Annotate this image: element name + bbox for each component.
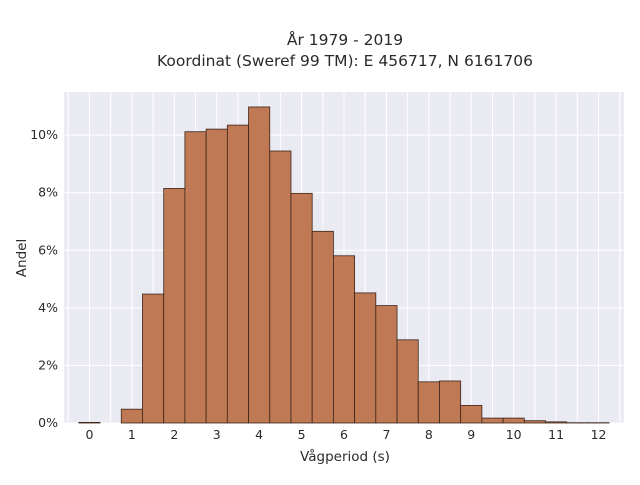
histogram-bar <box>291 193 312 423</box>
y-tick-label: 2% <box>38 357 58 372</box>
chart-title: År 1979 - 2019 <box>287 30 403 49</box>
y-tick-label: 6% <box>38 242 58 257</box>
histogram-bar <box>249 107 270 423</box>
x-tick-label: 5 <box>298 427 306 442</box>
histogram-bar <box>185 132 206 423</box>
histogram-bar <box>418 382 439 423</box>
histogram-bar <box>270 151 291 423</box>
histogram-bar <box>164 188 185 423</box>
y-axis-label: Andel <box>14 239 30 277</box>
histogram-bar <box>142 294 163 423</box>
x-tick-label: 4 <box>255 427 263 442</box>
histogram-bar <box>121 409 142 423</box>
y-tick-label: 8% <box>38 185 58 200</box>
histogram-bar <box>227 125 248 423</box>
histogram-bar <box>524 421 545 423</box>
histogram-bar <box>546 422 567 423</box>
x-tick-label: 7 <box>382 427 390 442</box>
histogram-bar <box>206 129 227 423</box>
x-tick-label: 10 <box>506 427 522 442</box>
x-axis-label: Vågperiod (s) <box>300 448 390 465</box>
histogram-bar <box>79 422 100 423</box>
x-tick-label: 9 <box>467 427 475 442</box>
histogram-bar <box>503 418 524 423</box>
y-tick-label: 4% <box>38 300 58 315</box>
x-tick-label: 1 <box>128 427 136 442</box>
x-tick-label: 8 <box>425 427 433 442</box>
chart-subtitle: Koordinat (Sweref 99 TM): E 456717, N 61… <box>157 52 533 70</box>
x-tick-label: 2 <box>170 427 178 442</box>
y-tick-label: 10% <box>30 127 58 142</box>
x-tick-label: 0 <box>85 427 93 442</box>
x-tick-label: 12 <box>591 427 607 442</box>
histogram-bar <box>355 293 376 423</box>
histogram-bar <box>312 231 333 423</box>
x-tick-label: 3 <box>213 427 221 442</box>
histogram-bar <box>482 418 503 423</box>
x-tick-label: 6 <box>340 427 348 442</box>
histogram-bar <box>333 256 354 423</box>
histogram-bar <box>461 405 482 423</box>
y-tick-label: 0% <box>38 415 58 430</box>
histogram-bar <box>439 381 460 423</box>
y-axis-ticks: 0% 2% 4% 6% 8% 10% <box>30 127 58 430</box>
histogram-bar <box>376 306 397 423</box>
x-tick-label: 11 <box>548 427 564 442</box>
histogram-bar <box>397 340 418 423</box>
